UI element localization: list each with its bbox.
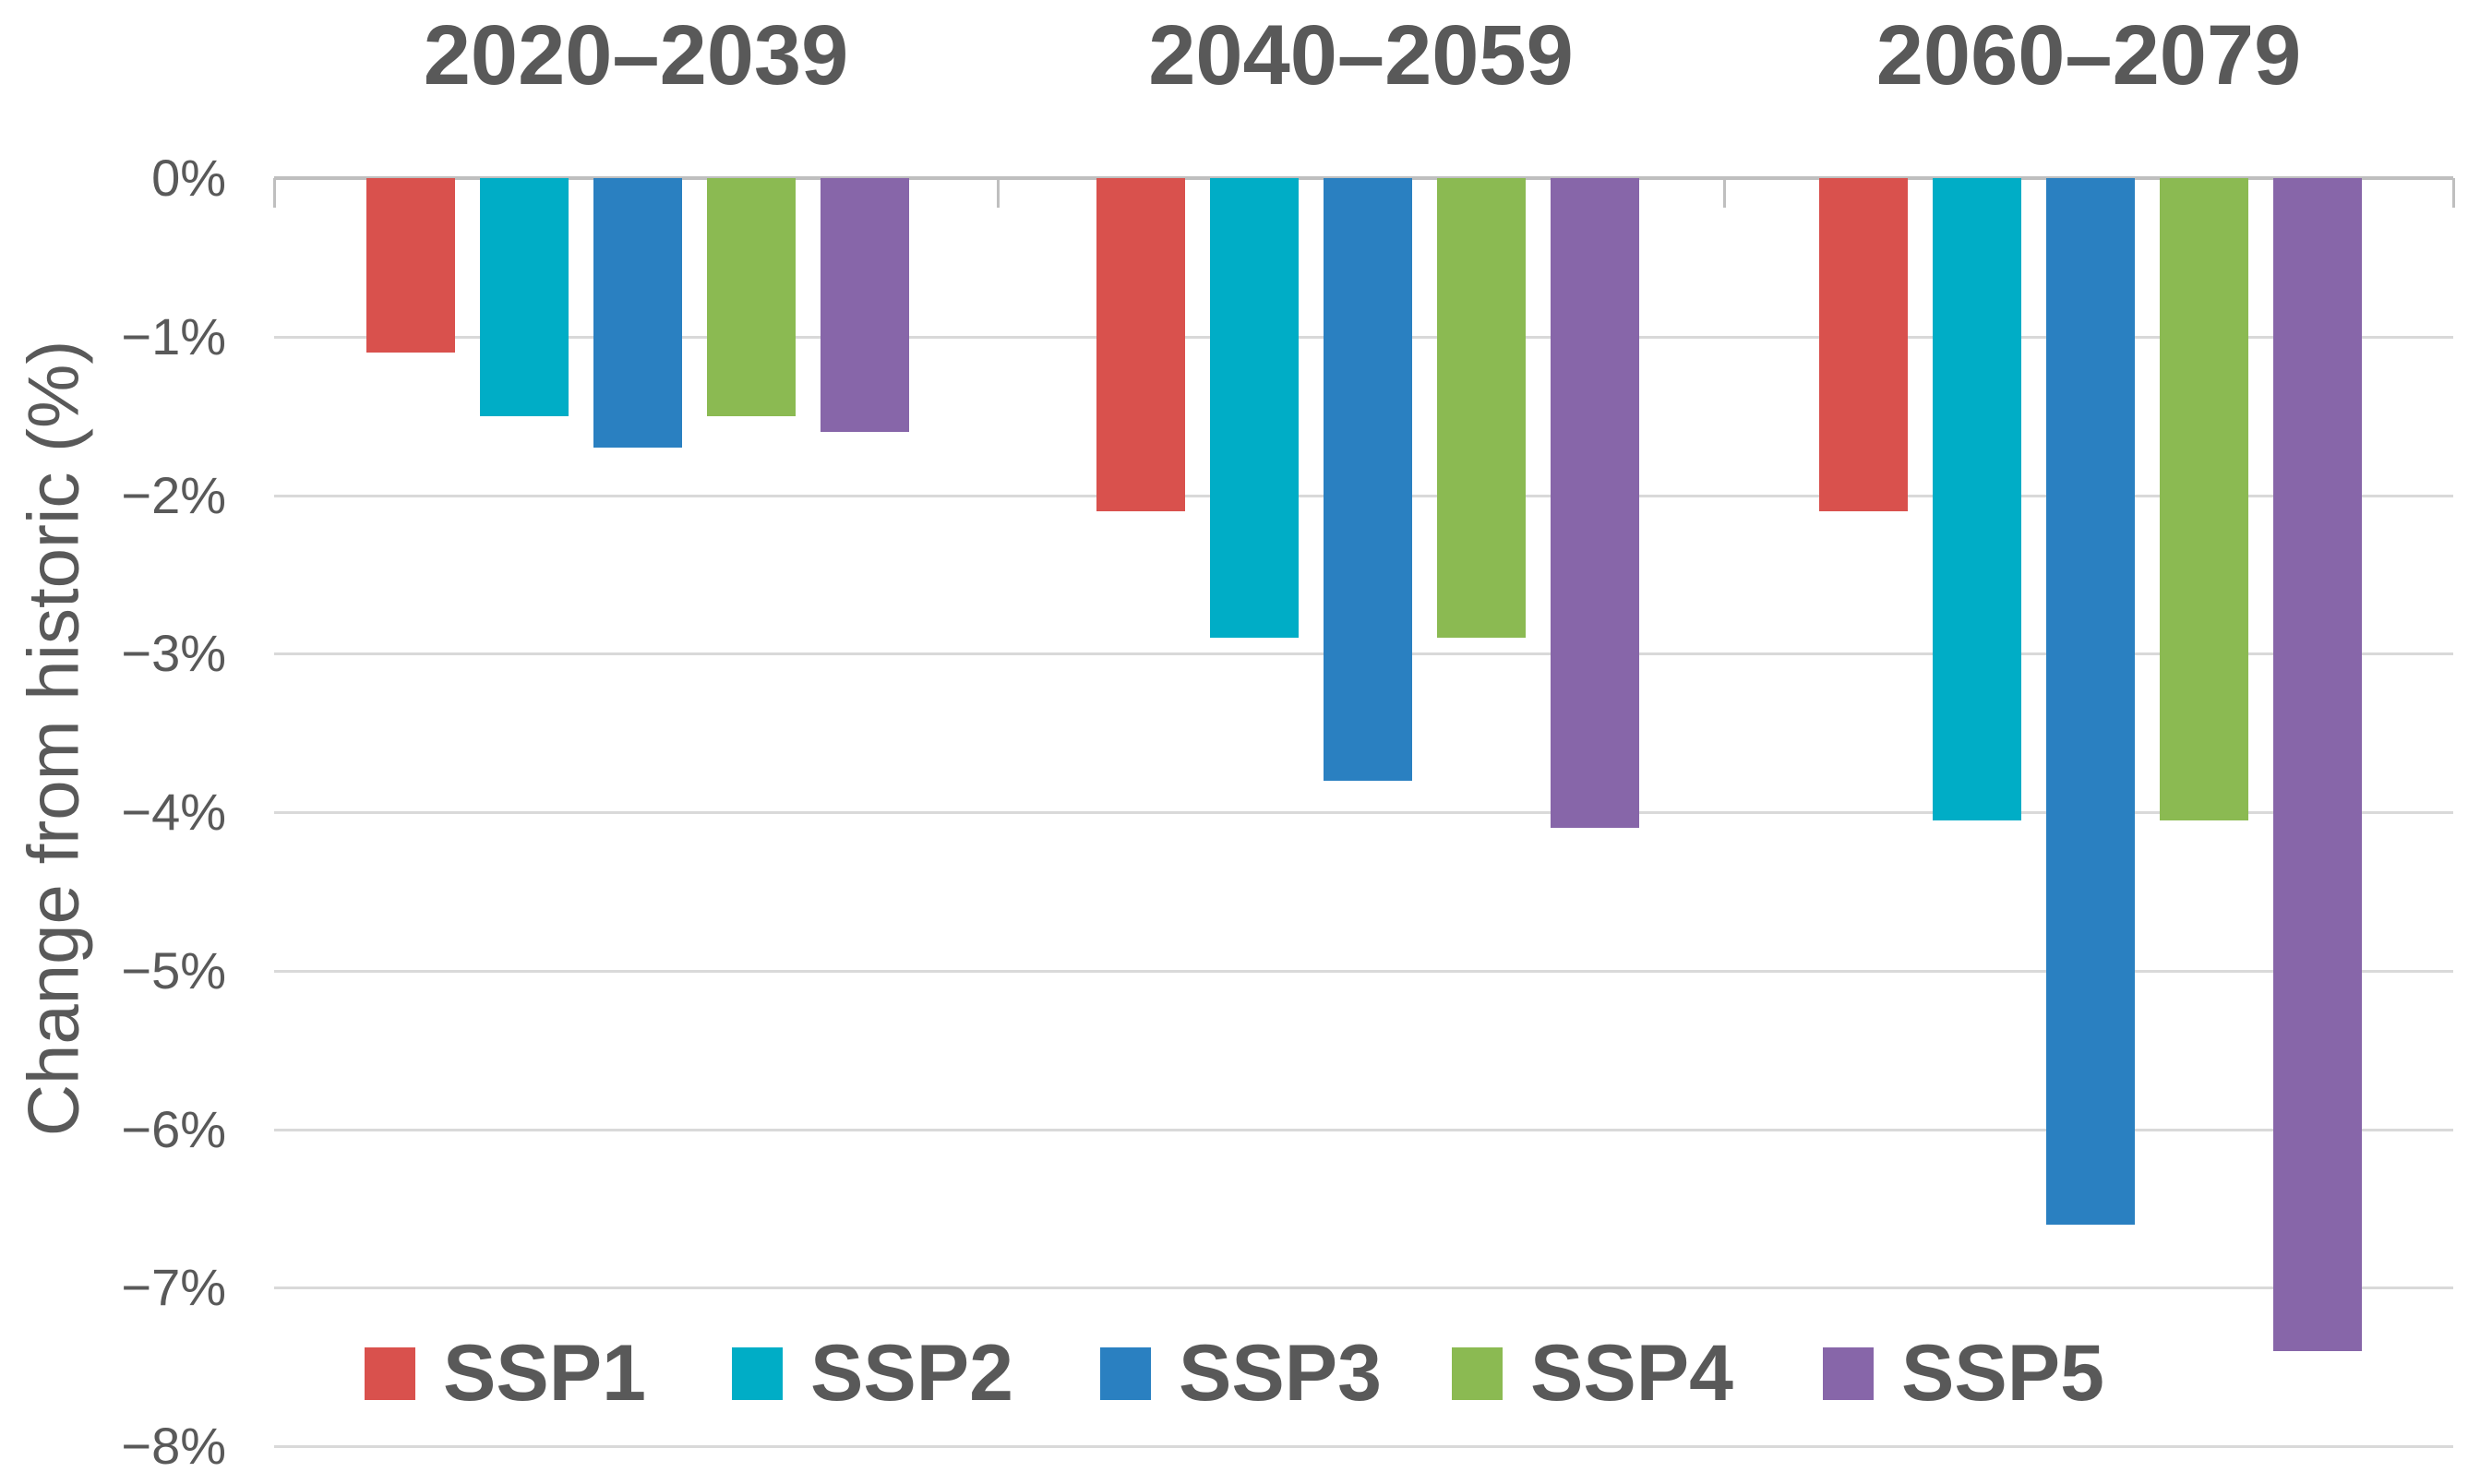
legend-swatch-ssp2 <box>732 1347 783 1400</box>
y-tick-label-7: −7% <box>121 1258 226 1317</box>
legend-label-ssp2: SSP2 <box>810 1329 1013 1418</box>
y-tick-label-8: −8% <box>121 1417 226 1475</box>
bar-ssp1-group2 <box>1096 178 1185 511</box>
y-tick-label-4: −4% <box>121 783 226 841</box>
bar-ssp4-group3 <box>2160 178 2248 820</box>
bar-ssp3-group2 <box>1324 178 1412 781</box>
group-title-0: 2020–2039 <box>423 8 849 102</box>
bar-ssp1-group1 <box>366 178 455 353</box>
legend-label-ssp3: SSP3 <box>1179 1329 1382 1418</box>
category-axis-tick-3 <box>2452 178 2455 208</box>
bar-ssp2-group1 <box>480 178 569 416</box>
bar-ssp1-group3 <box>1819 178 1908 511</box>
category-axis-tick-2 <box>1723 178 1726 208</box>
y-tick-label-3: −3% <box>121 624 226 683</box>
group-title-1: 2040–2059 <box>1148 8 1574 102</box>
gridline-8 <box>274 1445 2453 1448</box>
y-tick-label-2: −2% <box>121 465 226 524</box>
legend-swatch-ssp4 <box>1452 1347 1503 1400</box>
legend-label-ssp5: SSP5 <box>1901 1329 2104 1418</box>
y-tick-label-0: 0% <box>151 149 226 207</box>
y-tick-label-6: −6% <box>121 1099 226 1158</box>
legend-swatch-ssp3 <box>1100 1347 1151 1400</box>
gridline-6 <box>274 1128 2453 1131</box>
bar-ssp5-group3 <box>2273 178 2362 1351</box>
bar-ssp4-group1 <box>707 178 796 416</box>
group-title-2: 2060–2079 <box>1875 8 2302 102</box>
bar-ssp2-group2 <box>1210 178 1299 639</box>
bar-ssp3-group1 <box>593 178 682 448</box>
gridline-5 <box>274 969 2453 973</box>
legend-swatch-ssp5 <box>1823 1347 1874 1400</box>
gridline-4 <box>274 811 2453 814</box>
y-tick-label-1: −1% <box>121 306 226 365</box>
legend-label-ssp1: SSP1 <box>443 1329 646 1418</box>
bar-ssp5-group2 <box>1551 178 1639 829</box>
category-axis-tick-1 <box>997 178 1000 208</box>
y-tick-label-5: −5% <box>121 940 226 999</box>
category-axis-tick-0 <box>273 178 276 208</box>
gridline-7 <box>274 1287 2453 1290</box>
legend-label-ssp4: SSP4 <box>1530 1329 1733 1418</box>
bar-ssp3-group3 <box>2046 178 2135 1225</box>
bar-ssp2-group3 <box>1933 178 2021 820</box>
bar-ssp5-group1 <box>821 178 909 432</box>
legend-swatch-ssp1 <box>365 1347 415 1400</box>
bar-ssp4-group2 <box>1437 178 1526 639</box>
